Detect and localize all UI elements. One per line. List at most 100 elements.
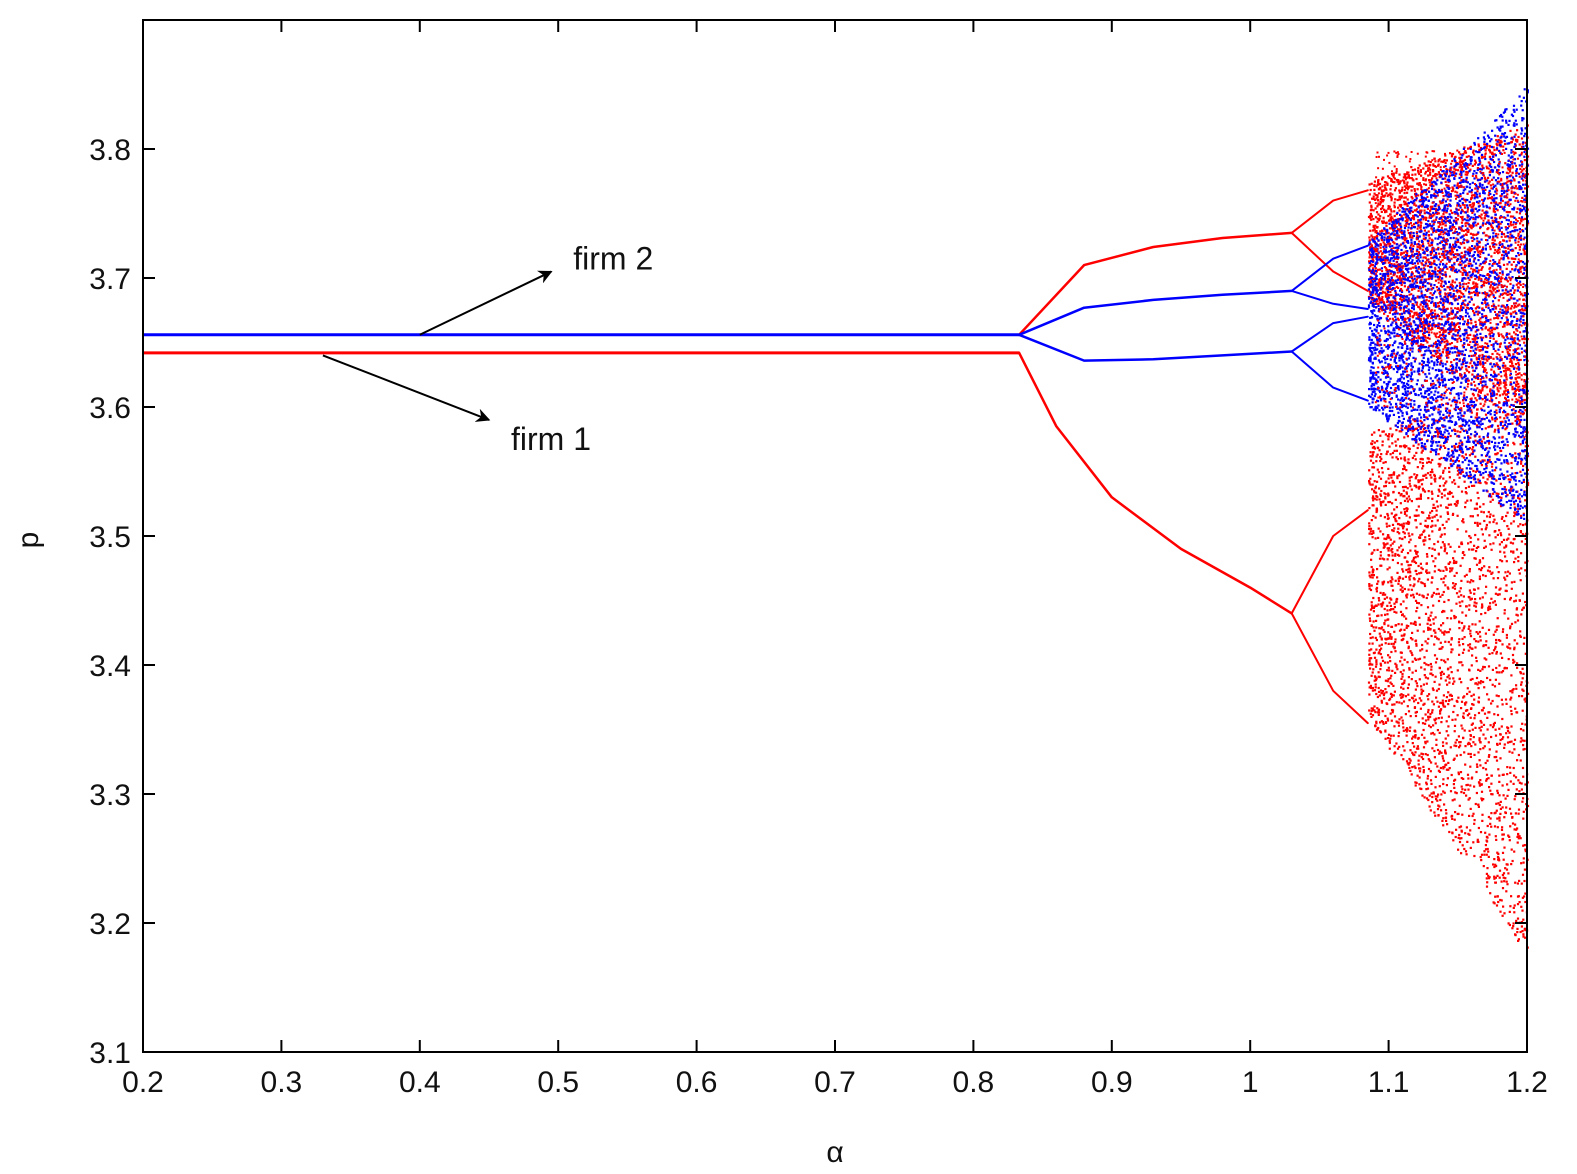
firm-1-chaos-point xyxy=(1445,784,1448,787)
firm-1-chaos-point xyxy=(1496,705,1499,708)
firm-1-chaos-point xyxy=(1514,133,1517,136)
firm-1-chaos-point xyxy=(1458,166,1461,169)
firm-1-chaos-point xyxy=(1517,507,1520,511)
firm-1-chaos-point xyxy=(1485,526,1488,529)
firm-1-chaos-point xyxy=(1417,487,1420,490)
firm-1-chaos-point xyxy=(1417,514,1420,517)
firm-1-chaos-point xyxy=(1514,185,1517,188)
firm-1-chaos-point xyxy=(1451,335,1454,338)
firm-1-chaos-point xyxy=(1414,265,1417,268)
firm-1-chaos-point xyxy=(1403,681,1406,684)
firm-1-chaos-point xyxy=(1461,664,1464,667)
firm-1-chaos-point xyxy=(1408,479,1411,482)
firm-1-chaos-point xyxy=(1440,333,1443,336)
firm-1-chaos-point xyxy=(1509,698,1512,701)
firm-1-chaos-point xyxy=(1397,179,1400,182)
firm-1-chaos-point xyxy=(1499,194,1502,198)
firm-1-chaos-point xyxy=(1417,497,1420,500)
firm-1-chaos-point xyxy=(1432,164,1435,167)
firm-1-chaos-point xyxy=(1516,619,1520,622)
firm-1-chaos-point xyxy=(1380,210,1383,213)
firm-1-chaos-point xyxy=(1423,661,1426,665)
firm-1-chaos-point xyxy=(1469,598,1472,601)
firm-1-chaos-point xyxy=(1474,277,1477,280)
firm-1-chaos-point xyxy=(1474,605,1477,608)
firm-1-chaos-point xyxy=(1369,588,1373,592)
firm-1-chaos-point xyxy=(1372,277,1375,280)
firm-1-chaos-point xyxy=(1378,557,1382,560)
firm-1-chaos-point xyxy=(1422,689,1425,692)
firm-1-chaos-point xyxy=(1463,204,1466,207)
firm-1-chaos-point xyxy=(1383,597,1386,600)
firm-1-chaos-point xyxy=(1495,750,1498,753)
firm-1-chaos-point xyxy=(1408,761,1411,764)
firm-1-chaos-point xyxy=(1379,689,1383,692)
firm-1-chaos-point xyxy=(1504,698,1508,701)
firm-1-chaos-point xyxy=(1385,525,1389,528)
firm-1-chaos-point xyxy=(1444,154,1447,157)
firm-1-chaos-point xyxy=(1502,149,1505,152)
firm-1-chaos-point xyxy=(1376,250,1379,253)
firm-1-chaos-point xyxy=(1415,592,1418,595)
firm-1-chaos-point xyxy=(1384,619,1387,622)
firm-1-chaos-point xyxy=(1497,571,1500,574)
firm-1-chaos-point xyxy=(1514,151,1517,155)
firm-1-chaos-point xyxy=(1470,322,1473,325)
firm-1-chaos-point xyxy=(1416,601,1419,604)
firm-1-chaos-point xyxy=(1439,641,1442,644)
firm-1-chaos-point xyxy=(1379,551,1382,554)
firm-1-chaos-point xyxy=(1392,515,1396,519)
firm-1-chaos-point xyxy=(1416,313,1419,316)
firm-1-chaos-point xyxy=(1401,548,1404,551)
firm-1-chaos-point xyxy=(1426,461,1429,464)
firm-1-chaos-point xyxy=(1478,435,1481,438)
firm-1-chaos-point xyxy=(1403,679,1406,682)
firm-1-chaos-point xyxy=(1438,484,1442,488)
firm-1-chaos-point xyxy=(1368,183,1371,186)
firm-1-chaos-point xyxy=(1384,729,1387,732)
firm-1-chaos-point xyxy=(1392,473,1396,476)
firm-1-chaos-point xyxy=(1409,267,1412,270)
firm-1-chaos-point xyxy=(1468,224,1471,227)
firm-1-chaos-point xyxy=(1441,757,1445,760)
firm-1-chaos-point xyxy=(1497,227,1500,230)
firm-1-chaos-point xyxy=(1508,360,1512,363)
firm-1-chaos-point xyxy=(1445,211,1448,214)
firm-1-chaos-point xyxy=(1449,293,1452,296)
firm-1-chaos-point xyxy=(1420,691,1423,694)
firm-1-chaos-point xyxy=(1417,747,1420,750)
firm-1-chaos-point xyxy=(1449,545,1452,548)
firm-1-chaos-point xyxy=(1518,572,1521,575)
firm-1-chaos-point xyxy=(1495,192,1498,195)
firm-1-chaos-point xyxy=(1513,738,1517,741)
firm-1-chaos-point xyxy=(1437,408,1440,411)
firm-1-chaos-point xyxy=(1482,574,1485,577)
firm-1-chaos-point xyxy=(1386,680,1389,683)
firm-1-chaos-point xyxy=(1404,556,1407,559)
firm-1-chaos-point xyxy=(1375,728,1379,731)
firm-1-chaos-point xyxy=(1417,763,1420,766)
firm-1-chaos-point xyxy=(1425,649,1428,652)
firm-1-chaos-point xyxy=(1437,159,1440,162)
firm-1-chaos-point xyxy=(1497,221,1500,224)
firm-1-chaos-point xyxy=(1510,674,1513,677)
firm-1-chaos-point xyxy=(1388,261,1391,264)
firm-1-chaos-point xyxy=(1518,695,1521,698)
firm-1-chaos-point xyxy=(1423,529,1426,532)
firm-1-chaos-point xyxy=(1460,407,1463,410)
firm-1-chaos-point xyxy=(1463,729,1466,732)
firm-1-chaos-point xyxy=(1387,207,1390,210)
firm-1-chaos-point xyxy=(1501,717,1504,721)
firm-1-chaos-point xyxy=(1478,559,1481,562)
firm-1-chaos-point xyxy=(1369,712,1372,715)
firm-1-chaos-point xyxy=(1417,169,1420,172)
firm-1-chaos-point xyxy=(1402,176,1405,179)
firm-1-chaos-point xyxy=(1506,525,1509,528)
firm-1-chaos-point xyxy=(1422,428,1425,431)
firm-1-chaos-point xyxy=(1428,324,1432,327)
firm-1-chaos-point xyxy=(1426,555,1429,558)
firm-1-chaos-point xyxy=(1523,436,1526,439)
firm-1-chaos-point xyxy=(1479,639,1482,642)
firm-1-chaos-point xyxy=(1477,687,1480,690)
firm-1-chaos-point xyxy=(1484,611,1487,615)
